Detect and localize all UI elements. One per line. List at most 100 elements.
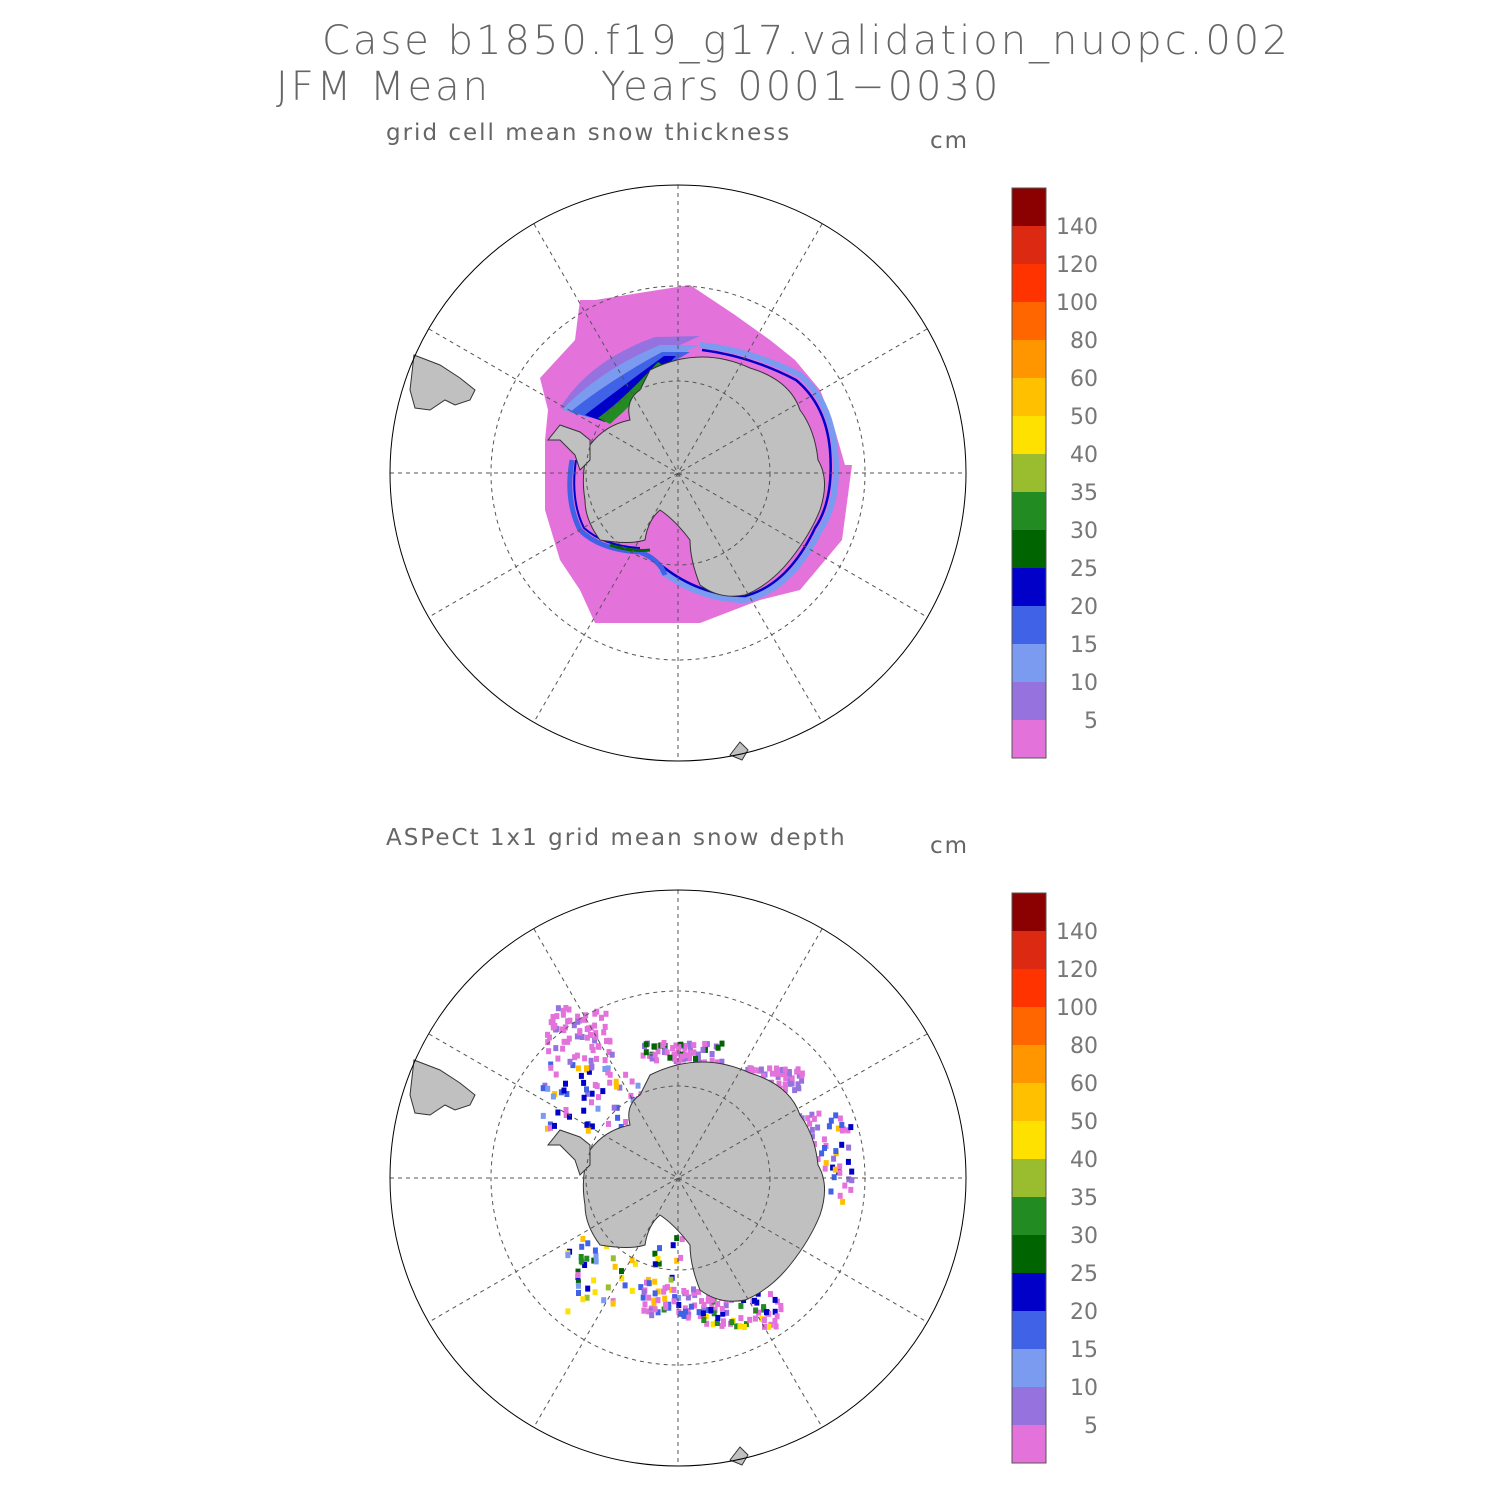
observation-cell xyxy=(779,1071,785,1078)
observation-cell xyxy=(564,1091,570,1097)
observation-cell xyxy=(845,1158,851,1165)
observation-cell xyxy=(720,1310,726,1317)
colorbar-label: 60 xyxy=(1070,367,1098,392)
observation-cell xyxy=(545,1039,551,1046)
observation-cell xyxy=(787,1080,793,1087)
observation-cell xyxy=(772,1296,778,1303)
observation-cell xyxy=(612,1263,618,1270)
observation-cell xyxy=(663,1304,669,1311)
observation-cell xyxy=(668,1276,674,1283)
observation-cell xyxy=(837,1115,843,1122)
observation-cell xyxy=(652,1052,658,1059)
observation-cell xyxy=(655,1048,661,1055)
map-frame-bottom xyxy=(389,889,967,1467)
observation-cell xyxy=(632,1260,638,1267)
panel-bottom-title: ASPeCt 1x1 grid mean snow depth xyxy=(386,825,847,851)
observation-cell xyxy=(729,1319,735,1326)
observation-cell xyxy=(719,1306,725,1312)
observation-cell xyxy=(712,1306,718,1313)
observation-cell xyxy=(588,1064,594,1071)
observation-cell xyxy=(692,1302,698,1309)
observation-cell xyxy=(691,1049,697,1056)
observation-cell xyxy=(671,1055,677,1062)
colorbar-swatch xyxy=(1012,893,1046,931)
observation-cell xyxy=(709,1051,715,1057)
observation-cell xyxy=(815,1124,821,1131)
observation-cell xyxy=(566,1035,572,1042)
observation-cell xyxy=(594,1055,599,1062)
observation-cell xyxy=(559,1026,565,1033)
observation-cell xyxy=(565,1038,571,1045)
observation-cell xyxy=(683,1289,689,1296)
observation-cell xyxy=(575,1279,581,1286)
observation-cell xyxy=(700,1310,706,1317)
observation-cell xyxy=(848,1124,854,1131)
observation-cell xyxy=(683,1052,688,1059)
observation-cell xyxy=(623,1119,629,1125)
antarctica-land-bottom xyxy=(582,1061,825,1302)
observation-cell xyxy=(575,1268,581,1275)
south-america-land-bottom xyxy=(409,1059,476,1116)
observation-cell xyxy=(589,1099,594,1106)
observation-cell xyxy=(691,1290,697,1297)
antarctic-peninsula-bottom xyxy=(546,1129,591,1176)
observation-cell xyxy=(676,1044,682,1051)
colorbar-swatch xyxy=(1012,492,1046,530)
observation-cell xyxy=(607,1071,613,1078)
observation-cell xyxy=(830,1164,836,1171)
observation-cell xyxy=(643,1041,649,1048)
observation-cell xyxy=(655,1309,661,1316)
observation-cell xyxy=(681,1288,687,1294)
colorbar-label: 100 xyxy=(1056,996,1098,1021)
observation-cell xyxy=(774,1065,779,1072)
colorbar-label: 120 xyxy=(1056,253,1098,278)
observation-cell xyxy=(701,1305,707,1312)
observation-cell xyxy=(595,1105,601,1112)
observation-cell xyxy=(555,1005,561,1012)
observation-cell xyxy=(682,1042,688,1049)
observation-cell xyxy=(585,1285,591,1292)
observation-cell xyxy=(574,1033,580,1040)
colorbar-label: 10 xyxy=(1070,1376,1098,1401)
colorbar-swatch xyxy=(1012,1197,1046,1235)
observation-cell xyxy=(821,1136,827,1143)
observation-cell xyxy=(606,1037,612,1044)
colorbar-swatch xyxy=(1012,682,1046,720)
observation-cell xyxy=(643,1049,649,1056)
colorbar-label: 100 xyxy=(1056,291,1098,316)
observation-cell xyxy=(831,1155,837,1162)
colorbar-swatch xyxy=(1012,188,1046,226)
observation-cell xyxy=(585,1240,591,1247)
observation-cell xyxy=(773,1323,779,1330)
observation-cell xyxy=(644,1279,649,1286)
observation-cell xyxy=(753,1307,759,1314)
observation-cell xyxy=(816,1110,822,1117)
colorbar-label: 5 xyxy=(1084,1414,1098,1439)
colorbar-label: 30 xyxy=(1070,1224,1098,1249)
observation-cell xyxy=(614,1104,620,1111)
observation-cell xyxy=(609,1051,615,1058)
observation-cell xyxy=(671,1051,677,1058)
observation-cell xyxy=(596,1094,601,1101)
observation-cell xyxy=(579,1243,585,1250)
observation-cell xyxy=(584,1086,589,1093)
observation-cell xyxy=(714,1059,720,1066)
observation-cell xyxy=(651,1297,657,1304)
observation-cell xyxy=(584,1255,590,1262)
colorbar-label: 50 xyxy=(1070,405,1098,430)
observation-cell xyxy=(666,1301,672,1308)
observation-cell xyxy=(584,1034,590,1041)
observation-cell xyxy=(662,1049,667,1055)
observation-cell xyxy=(679,1053,685,1060)
observation-cell xyxy=(589,1043,595,1050)
observation-cell xyxy=(703,1313,709,1320)
observation-cell xyxy=(696,1309,702,1316)
observation-cell xyxy=(719,1040,725,1047)
observation-cell xyxy=(613,1083,619,1090)
observation-cell xyxy=(703,1307,709,1313)
observation-cell xyxy=(833,1148,839,1155)
observation-cell xyxy=(567,1058,573,1065)
observation-cell xyxy=(602,1057,608,1064)
observation-cell xyxy=(815,1156,821,1162)
observation-cell xyxy=(710,1296,716,1303)
